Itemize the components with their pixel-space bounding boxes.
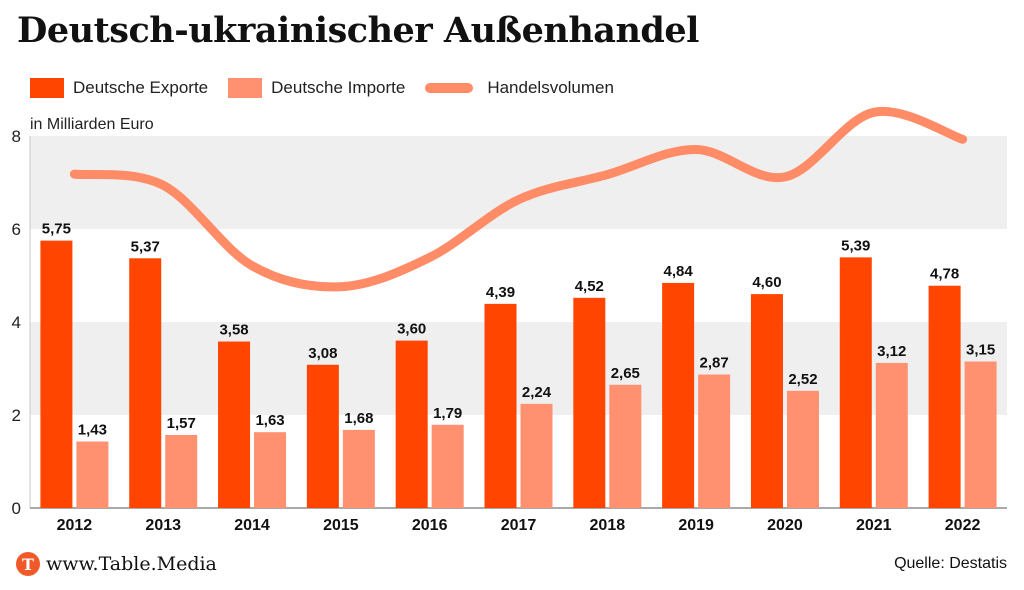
bar-imports <box>520 403 553 508</box>
data-label-exports: 3,60 <box>397 321 426 338</box>
y-tick-label: 6 <box>12 220 21 239</box>
data-label-imports: 2,87 <box>700 355 729 372</box>
data-label-imports: 1,68 <box>344 410 373 427</box>
bar-exports <box>484 303 517 508</box>
x-tick-label: 2016 <box>412 517 448 534</box>
grid-band <box>30 136 1007 229</box>
data-label-exports: 5,75 <box>42 221 71 238</box>
x-tick-label: 2017 <box>501 517 537 534</box>
data-label-imports: 3,15 <box>966 342 995 359</box>
table-media-logo-icon: T <box>16 552 40 576</box>
data-label-imports: 1,79 <box>433 405 462 422</box>
x-tick-label: 2014 <box>234 517 270 534</box>
data-label-exports: 4,52 <box>575 278 604 295</box>
bar-imports <box>609 384 642 508</box>
source-note: Quelle: Destatis <box>894 555 1007 572</box>
x-tick-label: 2012 <box>57 517 93 534</box>
legend-item-imports: Deutsche Importe <box>228 78 405 98</box>
legend-item-volume: Handelsvolumen <box>425 78 614 98</box>
chart-title: Deutsch-ukrainischer Außenhandel <box>17 10 699 51</box>
bar-exports <box>573 297 606 508</box>
y-tick-label: 0 <box>12 499 21 518</box>
bar-exports <box>40 240 73 508</box>
y-tick-label: 4 <box>12 313 21 332</box>
footer-brand: T www.Table.Media <box>16 552 217 576</box>
data-label-exports: 5,39 <box>841 237 870 254</box>
legend-swatch-exports <box>30 78 64 98</box>
y-tick-label: 8 <box>12 127 21 146</box>
x-tick-label: 2015 <box>323 517 359 534</box>
chart-canvas: in Milliarden Euro 0 2 4 6 8 5,75 5,37 3,58 3,08 3… <box>12 106 1007 534</box>
bar-imports <box>698 374 731 508</box>
bar-imports <box>76 441 109 508</box>
legend-label-volume: Handelsvolumen <box>487 78 614 97</box>
data-label-exports: 4,84 <box>664 263 694 280</box>
bar-exports <box>750 294 783 508</box>
legend-label-exports: Deutsche Exporte <box>73 78 209 97</box>
bar-exports <box>306 364 339 508</box>
x-tick-label: 2022 <box>945 517 981 534</box>
data-label-exports: 3,58 <box>219 322 248 339</box>
data-label-imports: 1,57 <box>167 415 196 432</box>
data-label-imports: 1,63 <box>255 412 284 429</box>
data-label-exports: 4,78 <box>930 266 959 283</box>
bar-imports <box>786 390 819 508</box>
bar-imports <box>875 362 908 508</box>
legend-swatch-imports <box>228 78 263 98</box>
x-tick-label: 2020 <box>767 517 803 534</box>
data-label-exports: 4,39 <box>486 284 515 301</box>
x-tick-label: 2018 <box>590 517 626 534</box>
data-label-exports: 4,60 <box>752 274 781 291</box>
bar-imports <box>342 429 375 508</box>
handelsvolumen-line <box>69 106 968 292</box>
data-label-imports: 2,65 <box>611 365 640 382</box>
data-label-exports: 3,08 <box>308 345 337 362</box>
data-label-imports: 3,12 <box>877 343 906 360</box>
bar-imports <box>165 434 198 508</box>
bar-imports <box>254 432 287 508</box>
legend: Deutsche Exporte Deutsche Importe Handel… <box>30 76 634 100</box>
bar-exports <box>839 257 872 508</box>
bar-imports <box>431 424 464 508</box>
data-label-imports: 2,24 <box>522 384 552 401</box>
site-url: www.Table.Media <box>46 553 217 575</box>
legend-swatch-volume <box>425 83 474 93</box>
bar-exports <box>395 340 428 508</box>
data-label-exports: 5,37 <box>131 238 160 255</box>
bar-imports <box>964 361 997 508</box>
bar-exports <box>129 258 162 508</box>
bar-exports <box>218 341 251 508</box>
x-tick-label: 2013 <box>145 517 181 534</box>
data-label-imports: 1,43 <box>78 422 107 439</box>
bar-exports <box>662 282 695 508</box>
x-tick-label: 2019 <box>678 517 714 534</box>
y-axis-label: in Milliarden Euro <box>30 116 154 133</box>
data-label-imports: 2,52 <box>788 371 817 388</box>
bar-exports <box>928 285 961 508</box>
y-tick-label: 2 <box>12 406 21 425</box>
legend-label-imports: Deutsche Importe <box>271 78 406 97</box>
x-tick-label: 2021 <box>856 517 892 534</box>
legend-item-exports: Deutsche Exporte <box>30 78 208 98</box>
